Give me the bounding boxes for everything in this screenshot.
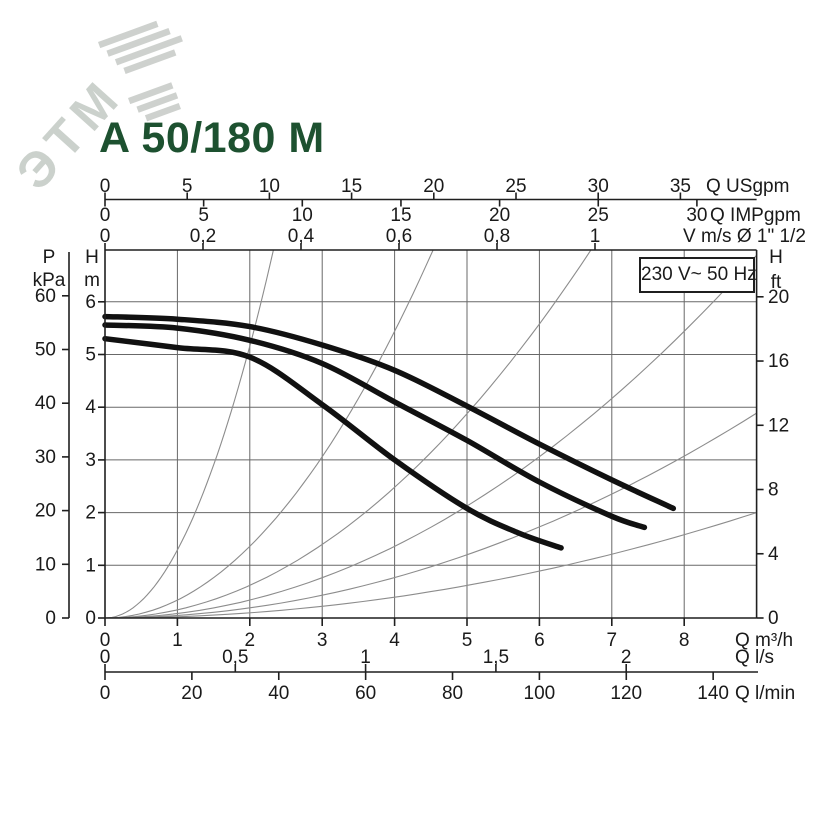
tick-label-hm: 3 bbox=[85, 450, 96, 471]
tick-label-hft: 20 bbox=[768, 287, 789, 308]
tick-label-ls: 0 bbox=[100, 647, 111, 668]
watermark-stripe bbox=[106, 28, 171, 57]
tick-label-m3h: 4 bbox=[389, 630, 400, 651]
axis-unit-label-m3h: Q m³/h bbox=[735, 630, 793, 651]
tick-label-lmin: 80 bbox=[442, 683, 463, 704]
tick-label-kpa: 50 bbox=[35, 340, 56, 361]
tick-label-ls: 1,5 bbox=[483, 647, 509, 668]
axis-unit-label-vms: V m/s Ø 1" 1/2 bbox=[683, 226, 806, 247]
tick-label-hm: 6 bbox=[85, 292, 96, 313]
axis-header-hm: m bbox=[84, 270, 100, 291]
tick-label-usgpm: 30 bbox=[588, 176, 609, 197]
tick-label-usgpm: 25 bbox=[505, 176, 526, 197]
tick-label-kpa: 30 bbox=[35, 447, 56, 468]
tick-label-ls: 2 bbox=[621, 647, 632, 668]
page-title: A 50/180 M bbox=[99, 114, 325, 162]
tick-label-vms: 0,8 bbox=[484, 226, 510, 247]
system-curve bbox=[104, 249, 434, 619]
tick-label-impgpm: 10 bbox=[292, 205, 313, 226]
tick-label-hft: 8 bbox=[768, 480, 779, 501]
tick-label-kpa: 60 bbox=[35, 286, 56, 307]
tick-label-kpa: 40 bbox=[35, 393, 56, 414]
tick-label-lmin: 120 bbox=[610, 683, 642, 704]
axis-header-hft: ft bbox=[771, 272, 782, 293]
tick-label-ls: 1 bbox=[360, 647, 371, 668]
tick-label-impgpm: 15 bbox=[390, 205, 411, 226]
tick-label-kpa: 20 bbox=[35, 501, 56, 522]
tick-label-impgpm: 5 bbox=[198, 205, 209, 226]
tick-label-impgpm: 0 bbox=[100, 205, 111, 226]
watermark-stripe bbox=[128, 82, 174, 105]
watermark-stripes-icon bbox=[128, 82, 181, 122]
tick-label-usgpm: 35 bbox=[670, 176, 691, 197]
tick-label-impgpm: 25 bbox=[588, 205, 609, 226]
tick-label-lmin: 0 bbox=[100, 683, 111, 704]
axis-header-kpa: kPa bbox=[33, 270, 66, 291]
tick-label-hm: 0 bbox=[85, 608, 96, 629]
tick-label-vms: 0,2 bbox=[190, 226, 216, 247]
tick-label-usgpm: 10 bbox=[259, 176, 280, 197]
tick-label-hft: 12 bbox=[768, 415, 789, 436]
axis-unit-label-usgpm: Q USgpm bbox=[706, 176, 789, 197]
tick-label-m3h: 5 bbox=[462, 630, 473, 651]
tick-label-usgpm: 0 bbox=[100, 176, 111, 197]
tick-label-vms: 0,4 bbox=[288, 226, 315, 247]
axis-header-kpa: P bbox=[43, 247, 56, 268]
system-curve bbox=[104, 249, 275, 619]
tick-label-vms: 0 bbox=[100, 226, 111, 247]
tick-label-hm: 4 bbox=[85, 397, 96, 418]
tick-label-m3h: 1 bbox=[172, 630, 183, 651]
axis-header-hm: H bbox=[85, 247, 99, 268]
tick-label-hm: 2 bbox=[85, 503, 96, 524]
tick-label-lmin: 100 bbox=[524, 683, 556, 704]
tick-label-m3h: 0 bbox=[100, 630, 111, 651]
tick-label-lmin: 140 bbox=[697, 683, 729, 704]
system-curve bbox=[104, 249, 592, 619]
watermark-stripes-icon bbox=[98, 20, 183, 74]
tick-label-usgpm: 20 bbox=[423, 176, 444, 197]
tick-label-kpa: 10 bbox=[35, 554, 56, 575]
pump-curve-speed-max bbox=[102, 313, 677, 512]
tick-label-hft: 4 bbox=[768, 544, 779, 565]
watermark-stripe bbox=[136, 92, 179, 113]
tick-label-kpa: 0 bbox=[45, 608, 56, 629]
pump-curve-speed-min bbox=[102, 335, 564, 551]
tick-label-ls: 0,5 bbox=[222, 647, 248, 668]
watermark-stripe bbox=[144, 102, 181, 122]
system-curve bbox=[104, 254, 758, 619]
tick-label-hft: 16 bbox=[768, 351, 789, 372]
axis-unit-label-impgpm: Q IMPgpm bbox=[710, 205, 801, 226]
tick-label-usgpm: 5 bbox=[182, 176, 193, 197]
tick-label-m3h: 6 bbox=[534, 630, 545, 651]
tick-label-hm: 5 bbox=[85, 345, 96, 366]
tick-label-vms: 1 bbox=[590, 226, 601, 247]
voltage-rating-box: 230 V~ 50 Hz bbox=[639, 257, 757, 293]
system-curve bbox=[104, 412, 757, 619]
tick-label-impgpm: 20 bbox=[489, 205, 510, 226]
tick-label-usgpm: 15 bbox=[341, 176, 362, 197]
watermark-stripe bbox=[114, 35, 183, 66]
axis-unit-label-ls: Q l/s bbox=[735, 647, 774, 668]
axis-unit-label-lmin: Q l/min bbox=[735, 683, 795, 704]
tick-label-lmin: 40 bbox=[268, 683, 289, 704]
axis-header-hft: H bbox=[769, 247, 783, 268]
tick-label-m3h: 7 bbox=[607, 630, 618, 651]
system-curve bbox=[105, 512, 757, 619]
tick-label-m3h: 8 bbox=[679, 630, 690, 651]
tick-label-lmin: 60 bbox=[355, 683, 376, 704]
tick-label-lmin: 20 bbox=[181, 683, 202, 704]
pump-curve-speed-mid bbox=[102, 322, 648, 531]
tick-label-m3h: 3 bbox=[317, 630, 328, 651]
tick-label-m3h: 2 bbox=[245, 630, 256, 651]
tick-label-hft: 0 bbox=[768, 608, 779, 629]
tick-label-hm: 1 bbox=[85, 555, 96, 576]
watermark-stripe bbox=[123, 49, 177, 74]
tick-label-vms: 0,6 bbox=[386, 226, 412, 247]
tick-label-impgpm: 30 bbox=[686, 205, 707, 226]
watermark-stripe bbox=[98, 20, 159, 49]
